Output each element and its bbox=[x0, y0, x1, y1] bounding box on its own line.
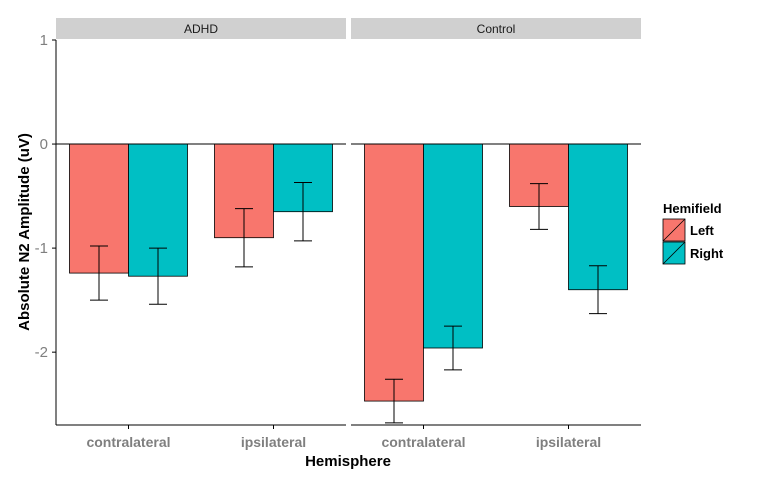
legend-label-left: Left bbox=[690, 223, 715, 238]
y-axis-title: Absolute N2 Amplitude (uV) bbox=[16, 133, 33, 331]
x-axis-title: Hemisphere bbox=[305, 453, 391, 470]
x-tick-label: contralateral bbox=[381, 434, 465, 450]
bar-left bbox=[364, 143, 424, 402]
legend: Hemifield Left Right bbox=[662, 201, 724, 265]
legend-label-right: Right bbox=[690, 246, 724, 261]
facet-strip bbox=[56, 18, 346, 39]
facet-strip bbox=[351, 18, 641, 39]
legend-key-left-slash bbox=[662, 218, 686, 242]
y-tick-label: -1 bbox=[35, 240, 48, 257]
legend-key-right-slash bbox=[662, 241, 686, 265]
panel-adhd: ADHD contralateral ipsilateral bbox=[56, 18, 346, 450]
legend-title: Hemifield bbox=[663, 201, 722, 216]
facet-strip-label: ADHD bbox=[184, 22, 218, 36]
x-tick-label: ipsilateral bbox=[241, 434, 306, 450]
facet-strip-label: Control bbox=[477, 22, 516, 36]
y-tick-label: -2 bbox=[35, 344, 48, 361]
panel-control: Control contralateral ipsilateral bbox=[351, 18, 641, 450]
y-tick-label: 0 bbox=[40, 136, 48, 153]
y-tick-label: 1 bbox=[40, 32, 48, 49]
x-tick-label: contralateral bbox=[86, 434, 170, 450]
x-tick-label: ipsilateral bbox=[536, 434, 601, 450]
bar-right bbox=[423, 143, 483, 349]
